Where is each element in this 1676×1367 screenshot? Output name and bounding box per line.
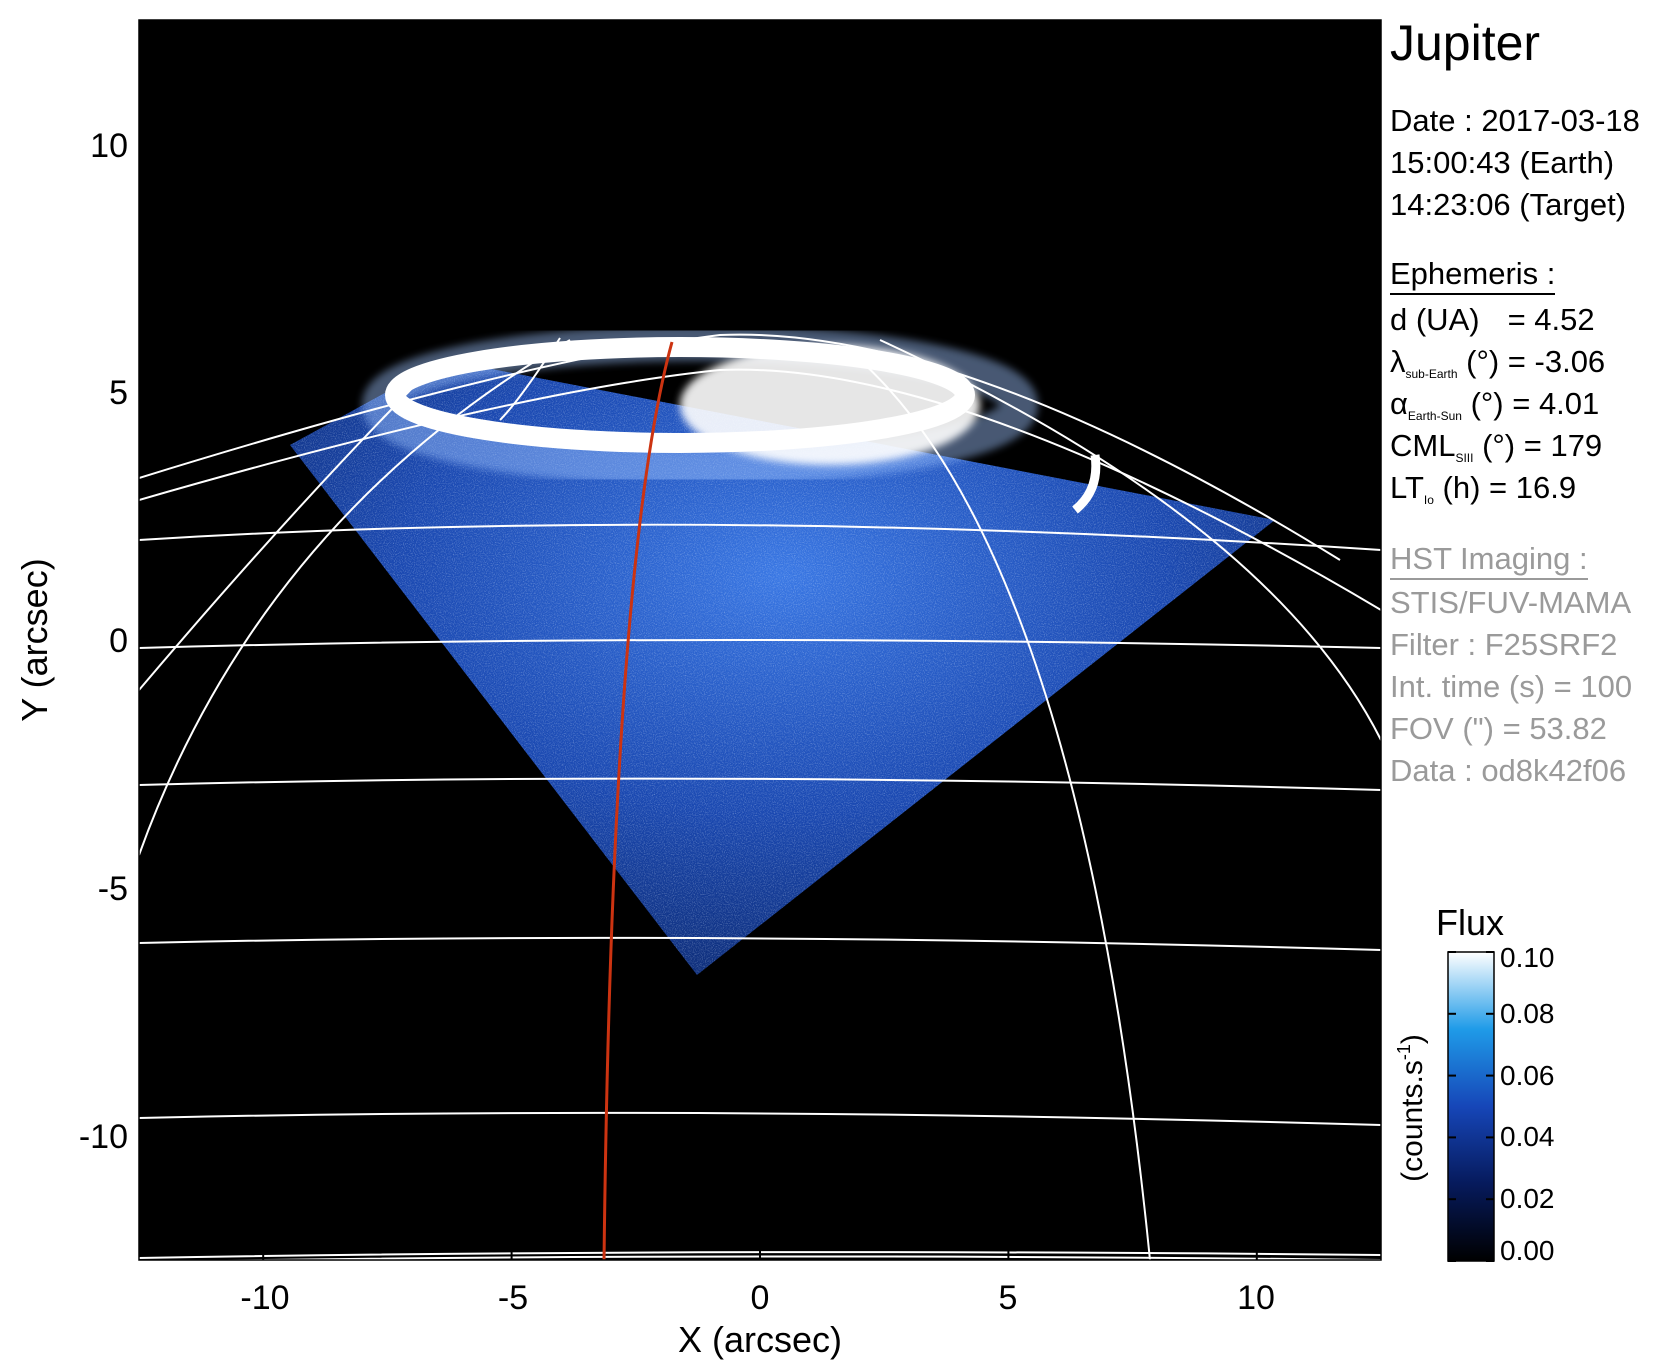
- planet-title: Jupiter: [1390, 15, 1541, 71]
- phase-subscript: Earth-Sun: [1407, 409, 1462, 423]
- x-axis-title: X (arcsec): [678, 1319, 842, 1360]
- colorbar-tick-label: 0.02: [1500, 1183, 1555, 1214]
- colorbar-label-main: (counts.s: [1396, 1060, 1429, 1182]
- filter-text: Filter : F25SRF2: [1390, 627, 1618, 662]
- latitude-subscript: sub-Earth: [1405, 367, 1458, 381]
- latitude-row: λsub-Earth (°) = -3.06: [1390, 344, 1605, 381]
- phase-symbol: α: [1390, 386, 1408, 421]
- colorbar: [1447, 951, 1495, 1262]
- x-tick-label: -5: [498, 1279, 528, 1317]
- central-meridian: [602, 341, 674, 1260]
- colorbar-axis-label: (counts.s-1): [1394, 1034, 1429, 1182]
- colorbar-tick-label: 0.10: [1500, 942, 1555, 973]
- x-tick-label: 10: [1237, 1279, 1275, 1317]
- latitude-symbol: λ: [1390, 344, 1406, 379]
- x-axis-ticks: [262, 20, 1258, 1260]
- cml-subscript: SIII: [1455, 451, 1474, 465]
- x-tick-label: 5: [999, 1279, 1018, 1317]
- fov-text: FOV (") = 53.82: [1390, 711, 1607, 746]
- ephemeris-header: Ephemeris :: [1390, 256, 1556, 295]
- colorbar-title: Flux: [1436, 902, 1504, 943]
- ephemeris-header-text: Ephemeris :: [1390, 256, 1556, 295]
- colorbar-label-close: ): [1396, 1034, 1429, 1044]
- local-time-symbol: LT: [1390, 470, 1424, 505]
- latlon-grid: [139, 333, 1381, 1260]
- colorbar-label-sup: -1: [1394, 1044, 1414, 1060]
- local-time-row: LTIo (h) = 16.9: [1390, 470, 1576, 507]
- latitude-value: (°) = -3.06: [1457, 344, 1606, 379]
- phase-row: αEarth-Sun (°) = 4.01: [1390, 386, 1599, 423]
- colorbar-tick-label: 0.08: [1500, 998, 1555, 1029]
- hst-header-text: HST Imaging :: [1390, 541, 1588, 580]
- y-axis-ticks: [139, 143, 1381, 1137]
- data-id-text: Data : od8k42f06: [1390, 753, 1627, 788]
- local-time-subscript: Io: [1423, 493, 1434, 507]
- x-tick-label: -10: [240, 1279, 289, 1317]
- target-time-text: 14:23:06 (Target): [1390, 187, 1627, 222]
- local-time-value: (h) = 16.9: [1433, 470, 1577, 505]
- y-tick-label: 5: [109, 374, 128, 412]
- y-axis-title: Y (arcsec): [14, 558, 55, 721]
- distance-value: = 4.52: [1507, 302, 1595, 337]
- cml-value: (°) = 179: [1473, 428, 1603, 463]
- distance-label: d (UA): [1390, 302, 1480, 337]
- fov-noise: [290, 360, 1275, 975]
- y-tick-label: 10: [90, 127, 128, 165]
- cml-symbol: CML: [1390, 428, 1456, 463]
- phase-value: (°) = 4.01: [1461, 386, 1600, 421]
- colorbar-tick-label: 0.06: [1500, 1060, 1555, 1091]
- colorbar-tick-label: 0.00: [1500, 1235, 1555, 1266]
- colorbar-ticks: [1448, 951, 1494, 1262]
- x-tick-label: 0: [751, 1279, 770, 1317]
- hst-header: HST Imaging :: [1390, 541, 1588, 580]
- aurora-oval: [362, 325, 1101, 514]
- y-tick-label: -5: [98, 870, 128, 908]
- y-tick-label: -10: [79, 1118, 128, 1156]
- distance-row: d (UA) = 4.52: [1390, 302, 1595, 338]
- date-text: Date : 2017-03-18: [1390, 103, 1640, 138]
- earth-time-text: 15:00:43 (Earth): [1390, 145, 1615, 180]
- instrument-text: STIS/FUV-MAMA: [1390, 585, 1632, 620]
- cml-row: CMLSIII (°) = 179: [1390, 428, 1602, 465]
- colorbar-tick-label: 0.04: [1500, 1121, 1555, 1152]
- int-time-text: Int. time (s) = 100: [1390, 669, 1633, 704]
- y-tick-label: 0: [109, 622, 128, 660]
